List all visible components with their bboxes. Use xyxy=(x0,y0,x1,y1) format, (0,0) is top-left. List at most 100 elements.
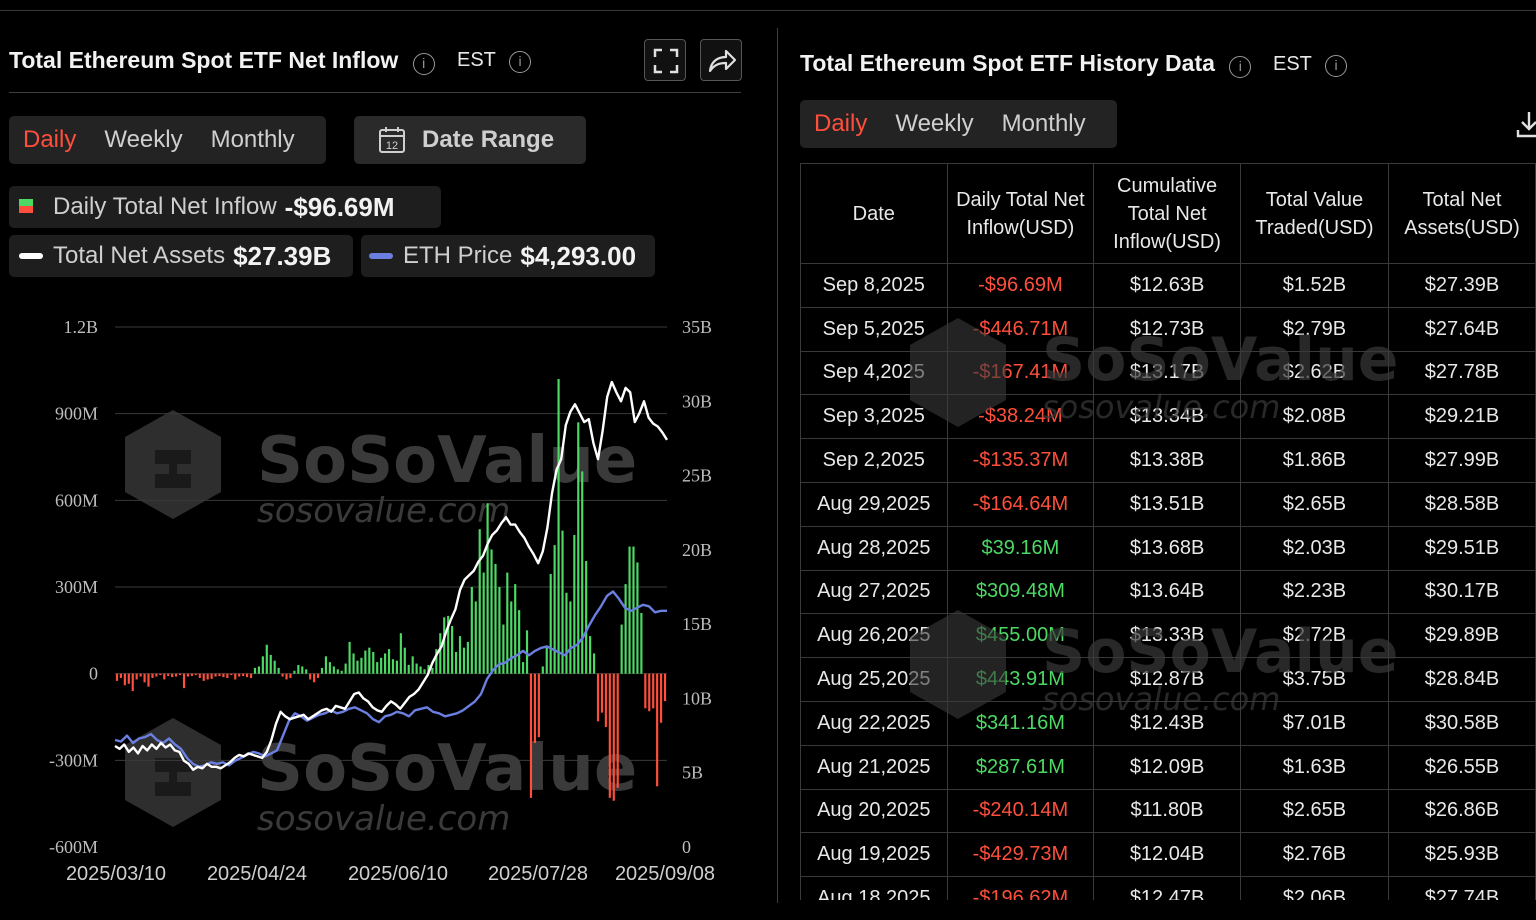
timezone-info-icon[interactable]: i xyxy=(509,51,532,73)
cell-cumulative: $12.47B xyxy=(1093,876,1241,900)
inflow-bar xyxy=(663,673,667,702)
cell-date: Aug 28,2025 xyxy=(800,525,948,571)
tab-monthly[interactable]: Monthly xyxy=(210,126,295,153)
cell-daily-inflow: -$240.14M xyxy=(946,788,1095,834)
history-info-icon[interactable]: i xyxy=(1229,56,1252,78)
inflow-bar xyxy=(127,673,130,684)
table-row[interactable]: Sep 2,2025 -$135.37M $13.38B $1.86B $27.99B xyxy=(800,438,1536,483)
inflow-bar xyxy=(340,670,343,674)
inflow-bar xyxy=(589,636,592,674)
inflow-bar xyxy=(293,670,296,674)
period-tabs: Daily Weekly Monthly xyxy=(9,116,326,164)
cell-assets: $26.86B xyxy=(1387,788,1536,834)
inflow-bar xyxy=(242,673,245,676)
fullscreen-button[interactable] xyxy=(644,39,686,81)
inflow-bar xyxy=(222,673,225,678)
y-right-tick: 15B xyxy=(682,614,712,634)
inflow-bar xyxy=(541,666,544,674)
table-row[interactable]: Aug 18,2025 -$196.62M $12.47B $2.06B $27.74B xyxy=(800,876,1536,900)
legend-net-inflow[interactable]: Daily Total Net Inflow -$96.69M xyxy=(9,186,441,228)
inflow-bar xyxy=(289,673,292,678)
inflow-bar xyxy=(498,587,501,674)
y-right-tick: 20B xyxy=(682,540,712,560)
watermark-url: sosovalue.com xyxy=(257,799,510,839)
cell-assets: $30.58B xyxy=(1387,700,1536,746)
table-row[interactable]: Aug 22,2025 $341.16M $12.43B $7.01B $30.58B xyxy=(800,700,1536,746)
cell-assets: $27.64B xyxy=(1387,306,1536,352)
panel-divider xyxy=(777,28,778,903)
inflow-bar xyxy=(269,654,272,674)
table-row[interactable]: Aug 20,2025 -$240.14M $11.80B $2.65B $26.86B xyxy=(800,788,1536,834)
inflow-bar xyxy=(565,592,568,674)
date-range-button[interactable]: 12 Date Range xyxy=(354,116,586,164)
cell-date: Sep 5,2025 xyxy=(800,306,948,352)
table-row[interactable]: Aug 26,2025 $455.00M $13.33B $2.72B $29.89B xyxy=(800,613,1536,659)
net-inflow-chart[interactable]: SoSoValuesosovalue.comSoSoValuesosovalue… xyxy=(0,300,760,900)
table-row[interactable]: Aug 29,2025 -$164.64M $13.51B $2.65B $28.58B xyxy=(800,481,1536,527)
cell-cumulative: $13.17B xyxy=(1093,350,1241,396)
cell-daily-inflow: -$446.71M xyxy=(946,306,1095,352)
inflow-bar xyxy=(549,574,552,674)
panel-title-text: Total Ethereum Spot ETF Net Inflow xyxy=(9,47,399,73)
table-row[interactable]: Aug 25,2025 $443.91M $12.87B $3.75B $28.84B xyxy=(800,657,1536,702)
table-row[interactable]: Aug 27,2025 $309.48M $13.64B $2.23B $30.17B xyxy=(800,569,1536,615)
panel-title: Total Ethereum Spot ETF Net Inflow i xyxy=(9,47,435,75)
watermark-url: sosovalue.com xyxy=(257,491,510,531)
table-row[interactable]: Aug 19,2025 -$429.73M $12.04B $2.76B $25.93B xyxy=(800,832,1536,878)
cell-traded: $2.65B xyxy=(1239,788,1389,834)
inflow-bar xyxy=(612,673,615,801)
inflow-bar xyxy=(316,673,320,678)
table-row[interactable]: Sep 3,2025 -$38.24M $13.34B $2.08B $29.21B xyxy=(800,394,1536,440)
cell-traded: $2.65B xyxy=(1239,481,1389,527)
inflow-bar xyxy=(447,615,450,674)
tab-weekly[interactable]: Weekly xyxy=(104,126,183,153)
cell-assets: $29.89B xyxy=(1387,613,1536,659)
header-net-assets[interactable]: Total Net Assets(USD) xyxy=(1387,163,1536,264)
share-button[interactable] xyxy=(700,39,742,81)
history-timezone-info-icon[interactable]: i xyxy=(1325,55,1348,77)
table-row[interactable]: Sep 5,2025 -$446.71M $12.73B $2.79B $27.64B xyxy=(800,306,1536,352)
legend-net-assets[interactable]: Total Net Assets $27.39B xyxy=(9,235,353,277)
inflow-bar xyxy=(419,666,422,674)
header-value-traded[interactable]: Total Value Traded(USD) xyxy=(1239,163,1389,264)
y-right-tick: 25B xyxy=(682,466,712,486)
x-tick: 2025/04/24 xyxy=(207,863,307,885)
history-tab-monthly[interactable]: Monthly xyxy=(1001,110,1086,137)
inflow-bar xyxy=(167,673,170,676)
legend-inflow-value: -$96.69M xyxy=(284,191,395,222)
table-row[interactable]: Sep 4,2025 -$167.41M $13.17B $2.62B $27.78B xyxy=(800,350,1536,396)
cell-traded: $1.63B xyxy=(1239,744,1389,790)
table-row[interactable]: Aug 28,2025 $39.16M $13.68B $2.03B $29.51B xyxy=(800,525,1536,571)
history-tab-weekly[interactable]: Weekly xyxy=(895,110,974,137)
inflow-bar xyxy=(230,673,233,676)
y-right-tick: 10B xyxy=(682,688,712,708)
chart-axes: 1.2B 900M 600M 300M 0 -300M -600M 35B 30B 25B 20B 1… xyxy=(49,317,715,885)
cell-cumulative: $13.51B xyxy=(1093,481,1241,527)
title-divider xyxy=(9,92,741,93)
info-icon[interactable]: i xyxy=(412,53,435,75)
history-tab-daily[interactable]: Daily xyxy=(814,110,868,137)
inflow-bar xyxy=(395,660,398,674)
inflow-bar xyxy=(537,673,540,738)
legend-eth-price[interactable]: ETH Price $4,293.00 xyxy=(361,235,655,277)
watermark-logo-mark xyxy=(155,450,191,488)
header-date[interactable]: Date xyxy=(800,163,948,264)
cell-daily-inflow: $341.16M xyxy=(946,700,1095,746)
table-row[interactable]: Sep 8,2025 -$96.69M $12.63B $1.52B $27.39B xyxy=(800,263,1536,308)
table-row[interactable]: Aug 21,2025 $287.61M $12.09B $1.63B $26.55B xyxy=(800,744,1536,790)
cell-cumulative: $12.04B xyxy=(1093,832,1241,878)
download-icon[interactable] xyxy=(1514,108,1536,140)
legend-assets-name: Total Net Assets xyxy=(53,242,226,269)
header-daily-inflow[interactable]: Daily Total Net Inflow(USD) xyxy=(946,163,1095,264)
header-cumulative-inflow[interactable]: Cumulative Total Net Inflow(USD) xyxy=(1093,163,1241,264)
inflow-bar xyxy=(178,673,182,676)
cell-cumulative: $13.38B xyxy=(1093,438,1241,483)
inflow-bar xyxy=(226,673,229,678)
inflow-bar xyxy=(364,650,367,674)
tab-daily[interactable]: Daily xyxy=(23,126,77,153)
y-left-tick: -300M xyxy=(49,750,98,770)
cell-date: Sep 2,2025 xyxy=(800,438,948,483)
history-clip: Total Ethereum Spot ETF History Data i E… xyxy=(790,0,1536,900)
watermark-logo-mark xyxy=(155,758,191,796)
calendar-icon-text: 12 xyxy=(386,140,398,152)
